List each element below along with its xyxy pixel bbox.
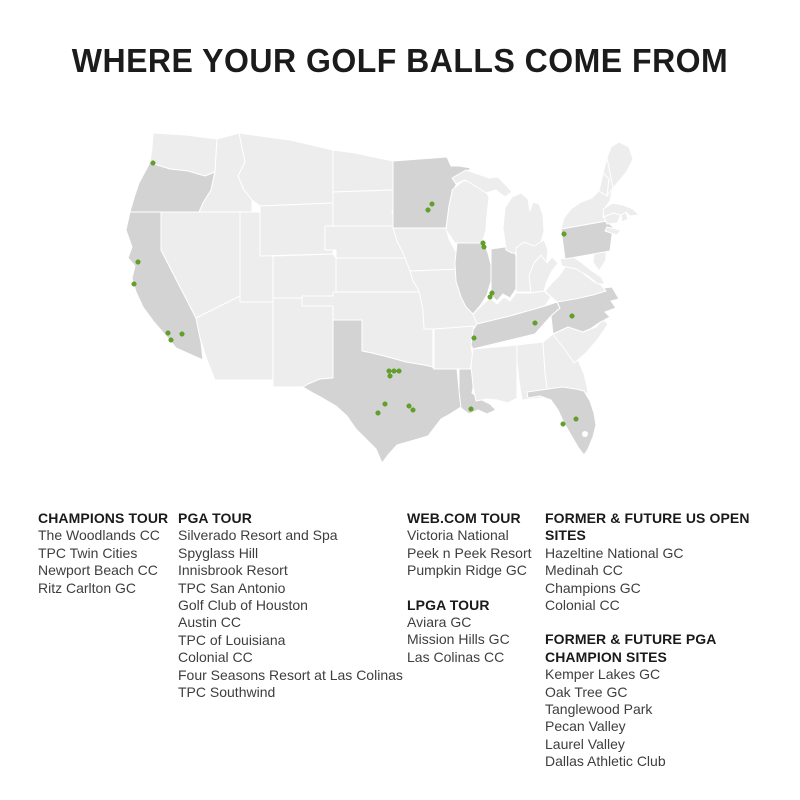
- state-wyoming: [259, 202, 334, 257]
- us-map: [125, 132, 640, 464]
- golf-site-marker: [131, 281, 137, 287]
- golf-course-name: Newport Beach CC: [38, 562, 158, 579]
- golf-course-name: Oak Tree GC: [545, 683, 628, 700]
- golf-course-name: TPC of Louisiana: [178, 631, 286, 648]
- golf-course-name: Laurel Valley: [545, 735, 625, 752]
- state-maine: [606, 141, 634, 189]
- golf-course-name: TPC Twin Cities: [38, 544, 138, 561]
- golf-course-name: Pumpkin Ridge GC: [407, 562, 527, 579]
- golf-course-name: TPC San Antonio: [178, 579, 286, 596]
- golf-course-name: Las Colinas CC: [407, 648, 505, 665]
- golf-site-marker: [135, 259, 141, 265]
- legend-section-heading: FORMER & FUTURE PGA CHAMPION SITES: [545, 631, 716, 665]
- golf-course-name: Tanglewood Park: [545, 701, 653, 718]
- legend-section: WEB.COM TOUR Victoria National Peek n Peek…: [407, 510, 539, 580]
- golf-site-marker: [481, 244, 487, 250]
- state-michigan-up: [451, 169, 513, 198]
- legend-column-pga-tour: PGA TOUR Silverado Resort and Spa Spyglass…: [178, 510, 404, 701]
- golf-course-name: Mission Hills GC: [407, 631, 510, 648]
- state-massachusetts: [602, 202, 640, 218]
- legend-column-webcom-lpga: WEB.COM TOUR Victoria National Peek n Peek…: [407, 510, 539, 666]
- legend-section: FORMER & FUTURE PGA CHAMPION SITES Kemper…: [545, 631, 767, 770]
- golf-site-marker: [375, 410, 381, 416]
- golf-course-name: Innisbrook Resort: [178, 562, 288, 579]
- state-montana: [237, 132, 334, 207]
- golf-course-name: The Woodlands CC: [38, 527, 160, 544]
- golf-site-marker: [391, 368, 397, 374]
- golf-course-name: Pecan Valley: [545, 718, 626, 735]
- golf-course-name: Colonial CC: [178, 649, 253, 666]
- golf-site-marker: [569, 313, 575, 319]
- legend-section-heading: FORMER & FUTURE US OPEN SITES: [545, 510, 750, 544]
- golf-course-name: Austin CC: [178, 614, 242, 631]
- legend-column-champions-tour: CHAMPIONS TOUR The Woodlands CC TPC Twin C…: [38, 510, 170, 597]
- legend-column-major-sites: FORMER & FUTURE US OPEN SITES Hazeltine N…: [545, 510, 767, 771]
- state-west-virginia: [528, 254, 559, 294]
- golf-site-marker: [396, 368, 402, 374]
- golf-site-marker: [165, 330, 171, 336]
- state-long-island: [604, 226, 622, 236]
- golf-site-marker: [150, 160, 156, 166]
- golf-course-name: Four Seasons Resort at Las Colinas: [178, 666, 403, 683]
- golf-site-marker: [489, 290, 495, 296]
- legend-section-heading: LPGA TOUR: [407, 596, 490, 613]
- golf-course-name: TPC Southwind: [178, 684, 276, 701]
- golf-site-marker: [573, 416, 579, 422]
- state-arkansas: [433, 325, 475, 370]
- golf-site-marker: [410, 407, 416, 413]
- page-title: WHERE YOUR GOLF BALLS COME FROM: [71, 42, 729, 79]
- golf-course-name: Silverado Resort and Spa: [178, 527, 338, 544]
- state-new-mexico: [272, 297, 334, 388]
- golf-site-marker: [429, 201, 435, 207]
- golf-course-name: Peek n Peek Resort: [407, 544, 532, 561]
- golf-course-name: Aviara GC: [407, 614, 472, 631]
- golf-site-marker: [561, 231, 567, 237]
- state-south-dakota: [332, 189, 397, 227]
- state-texas: [302, 319, 462, 464]
- site-markers: [131, 160, 579, 427]
- legend-section: FORMER & FUTURE US OPEN SITES Hazeltine N…: [545, 510, 767, 614]
- state-virginia: [544, 258, 607, 303]
- lake-okeechobee: [582, 431, 588, 437]
- state-maryland: [559, 255, 606, 285]
- golf-site-marker: [382, 401, 388, 407]
- golf-course-name: Spyglass Hill: [178, 544, 259, 561]
- golf-site-marker: [425, 207, 431, 213]
- golf-site-marker: [487, 294, 493, 300]
- golf-course-name: Champions GC: [545, 579, 641, 596]
- state-colorado: [272, 253, 337, 299]
- golf-course-name: Golf Club of Houston: [178, 597, 308, 614]
- golf-course-name: Colonial CC: [545, 597, 620, 614]
- golf-site-marker: [386, 368, 392, 374]
- states-layer: [125, 132, 640, 464]
- golf-course-name: Victoria National: [407, 527, 509, 544]
- golf-site-marker: [471, 335, 477, 341]
- golf-course-name: Kemper Lakes GC: [545, 666, 661, 683]
- state-north-dakota: [332, 149, 394, 193]
- golf-site-marker: [560, 421, 566, 427]
- golf-course-name: Dallas Athletic Club: [545, 753, 666, 770]
- legend-section-heading: PGA TOUR: [178, 510, 252, 526]
- legend-section: CHAMPIONS TOUR The Woodlands CC TPC Twin C…: [38, 510, 170, 597]
- golf-course-name: Ritz Carlton GC: [38, 579, 137, 596]
- legend-section: LPGA TOUR Aviara GC Mission Hills GC Las Co…: [407, 597, 539, 667]
- state-illinois: [454, 242, 492, 315]
- golf-site-marker: [406, 403, 412, 409]
- state-indiana: [490, 245, 517, 302]
- golf-site-marker: [468, 406, 474, 412]
- golf-site-marker: [387, 373, 393, 379]
- golf-site-marker: [168, 337, 174, 343]
- golf-site-marker: [532, 320, 538, 326]
- legend-section-heading: CHAMPIONS TOUR: [38, 510, 169, 526]
- golf-course-name: Hazeltine National GC: [545, 544, 684, 561]
- legend-section: PGA TOUR Silverado Resort and Spa Spyglass…: [178, 510, 404, 701]
- golf-course-name: Medinah CC: [545, 562, 623, 579]
- legend-section-heading: WEB.COM TOUR: [407, 510, 521, 526]
- golf-site-marker: [179, 331, 185, 337]
- state-florida: [526, 386, 597, 456]
- state-mississippi: [470, 344, 518, 404]
